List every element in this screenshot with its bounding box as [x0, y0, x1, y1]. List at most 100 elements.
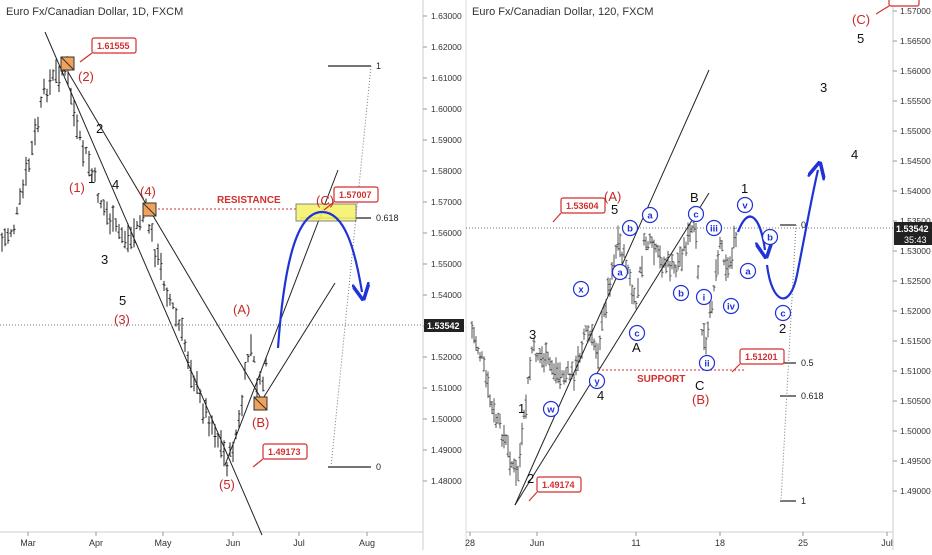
left-y-tick-label: 1.63000	[431, 11, 462, 21]
right-fib-label-0: 0	[801, 220, 806, 230]
minor-wave-label: c	[780, 309, 785, 320]
price-box-1.61555: 1.61555	[79, 37, 137, 63]
left-chart-panel: Euro Fx/Canadian Dollar, 1D, FXCM 1.6300…	[0, 0, 464, 550]
left-y-tick-label: 1.56000	[431, 228, 462, 238]
minor-wave-circle	[695, 288, 713, 306]
svg-text:C: C	[695, 378, 704, 393]
left-y-tick-label: 1.48000	[431, 476, 462, 486]
right-fib-label-0618: 0.618	[801, 391, 824, 401]
minor-wave-label: b	[678, 289, 684, 300]
right-x-tick-label: 28	[465, 538, 475, 548]
left-y-tick-label: 1.60000	[431, 104, 462, 114]
right-channel-lower	[514, 192, 710, 506]
svg-text:1.49174: 1.49174	[542, 480, 575, 490]
minor-wave-label: c	[634, 329, 639, 340]
price-box-1.49174: 1.49174	[528, 476, 582, 502]
right-countdown-label: 35:43	[904, 235, 927, 245]
left-projection-arrow	[276, 210, 362, 349]
right-y-tick-label: 1.52000	[900, 306, 931, 316]
right-last-price-label: 1.53542	[896, 224, 929, 234]
right-y-tick-label: 1.53500	[900, 216, 931, 226]
left-y-tick-label: 1.50000	[431, 414, 462, 424]
minor-wave-label: i	[703, 293, 706, 304]
right-y-tick-label: 1.50500	[900, 396, 931, 406]
minor-wave-label: iii	[710, 224, 718, 235]
left-wave-labels-red: (2) (1) (4) (3) (5) (A) (B) (C)	[69, 69, 334, 492]
minor-wave-circle	[774, 304, 792, 322]
left-y-tick-label: 1.61000	[431, 73, 462, 83]
marker-wave-B-cross	[253, 396, 268, 411]
left-fib-label-0618: 0.618	[376, 213, 399, 223]
right-fib-label-1: 1	[801, 496, 806, 506]
svg-text:1: 1	[741, 181, 748, 196]
left-channel-lower	[44, 31, 263, 536]
minor-wave-circle	[611, 263, 629, 281]
svg-text:2: 2	[779, 321, 786, 336]
minor-wave-circle	[761, 228, 779, 246]
right-y-tick-label: 1.52500	[900, 276, 931, 286]
right-y-tick-label: 1.50000	[900, 426, 931, 436]
left-y-tick-label: 1.51000	[431, 383, 462, 393]
svg-text:4: 4	[112, 177, 119, 192]
right-top-price-box	[875, 0, 920, 15]
svg-text:1: 1	[88, 171, 95, 186]
svg-text:(4): (4)	[140, 184, 156, 199]
left-fib-diagonal	[330, 65, 372, 468]
resistance-label: RESISTANCE	[217, 195, 281, 206]
marker-wave-4-cross	[142, 202, 157, 217]
minor-wave-circle	[722, 297, 740, 315]
right-channel-upper	[514, 69, 710, 506]
left-x-tick-label: May	[154, 538, 172, 548]
right-fib-label-05: 0.5	[801, 358, 814, 368]
right-wave-C-paren: (C)	[852, 12, 870, 27]
support-label: SUPPORT	[637, 374, 685, 385]
svg-text:B: B	[690, 190, 699, 205]
minor-wave-circle	[672, 284, 690, 302]
right-y-tick-label: 1.49500	[900, 456, 931, 466]
left-x-tick-label: Mar	[20, 538, 36, 548]
left-y-tick-label: 1.57000	[431, 197, 462, 207]
minor-wave-label: iv	[727, 302, 736, 313]
minor-wave-circle	[705, 219, 723, 237]
svg-text:A: A	[632, 340, 641, 355]
minor-wave-circle	[739, 262, 757, 280]
minor-wave-circle	[687, 205, 705, 223]
left-wave-labels-black: 1 2 3 4 5	[88, 121, 126, 308]
price-box-1.51201: 1.51201	[731, 348, 785, 373]
minor-wave-label: a	[617, 268, 623, 279]
svg-text:1.57007: 1.57007	[339, 190, 372, 200]
price-box-1.57007: 1.57007	[323, 186, 379, 211]
minor-wave-label: w	[546, 405, 555, 416]
right-x-tick-labels: 28 Jun 11 18 25 Jul	[465, 532, 893, 548]
right-y-tick-label: 1.49000	[900, 486, 931, 496]
right-x-tick-label: 11	[631, 538, 640, 548]
minor-wave-label: a	[647, 211, 653, 222]
right-x-tick-label: Jun	[530, 538, 545, 548]
right-x-tick-label: 25	[798, 538, 808, 548]
svg-text:2: 2	[96, 121, 103, 136]
svg-text:3: 3	[820, 80, 827, 95]
left-y-tick-label: 1.49000	[431, 445, 462, 455]
left-y-tick-label: 1.58000	[431, 166, 462, 176]
left-x-tick-label: Jul	[293, 538, 305, 548]
minor-wave-label: b	[627, 224, 633, 235]
minor-wave-circle	[621, 219, 639, 237]
right-chart-panel: Euro Fx/Canadian Dollar, 120, FXCM 1.570…	[465, 0, 932, 550]
left-last-price-label: 1.53542	[427, 321, 460, 331]
left-y-tick-label: 1.55000	[431, 259, 462, 269]
right-projection-arrow-2	[765, 170, 818, 300]
minor-wave-label: b	[767, 233, 773, 244]
svg-text:(B): (B)	[692, 392, 709, 407]
minor-wave-label: ii	[704, 359, 709, 370]
svg-text:(1): (1)	[69, 180, 85, 195]
svg-text:1.51201: 1.51201	[745, 352, 778, 362]
svg-text:2: 2	[527, 471, 534, 486]
minor-wave-circle	[628, 324, 646, 342]
svg-text:(5): (5)	[219, 477, 235, 492]
right-y-tick-label: 1.54500	[900, 156, 931, 166]
left-y-tick-label: 1.59000	[431, 135, 462, 145]
left-fib-label-0: 0	[376, 462, 381, 472]
